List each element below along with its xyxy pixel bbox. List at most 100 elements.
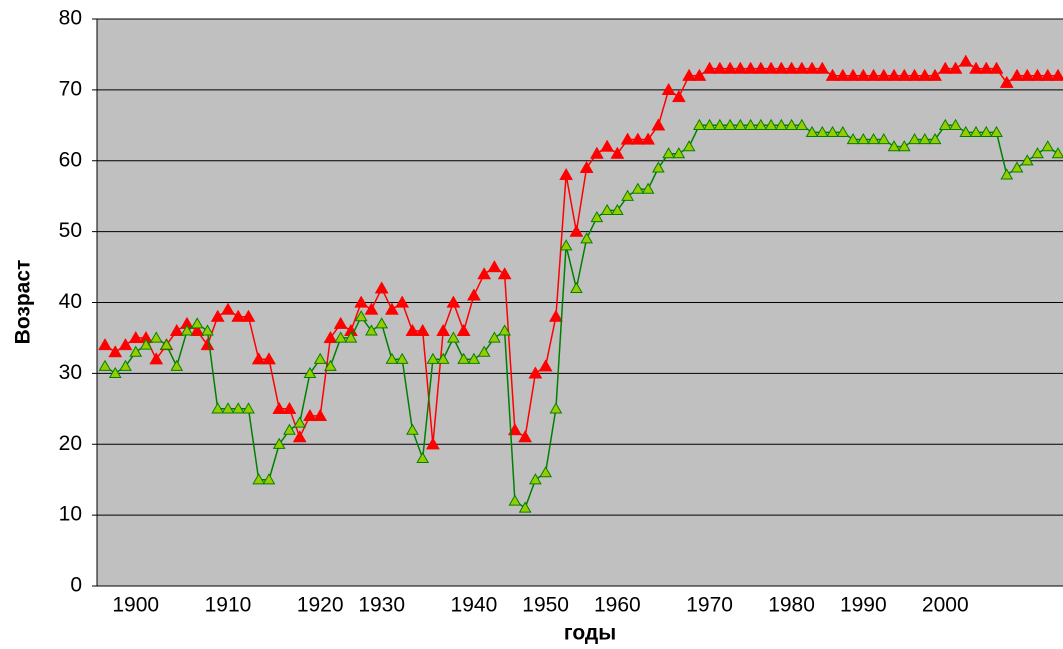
marker	[354, 295, 369, 308]
marker	[784, 61, 799, 74]
marker	[856, 132, 870, 145]
marker	[918, 132, 932, 145]
marker	[1000, 168, 1014, 180]
marker	[262, 352, 276, 365]
marker	[405, 323, 420, 336]
marker	[488, 331, 501, 343]
marker	[846, 68, 860, 81]
marker	[702, 61, 717, 74]
marker	[867, 132, 880, 145]
marker	[979, 125, 993, 138]
x-tick-label: 1980	[768, 594, 815, 617]
marker	[292, 430, 307, 443]
marker	[641, 132, 656, 145]
marker	[221, 302, 235, 315]
marker	[169, 323, 184, 336]
marker	[170, 359, 184, 371]
marker	[333, 316, 348, 329]
marker	[589, 146, 604, 159]
marker	[416, 451, 430, 464]
marker	[272, 437, 286, 449]
marker	[221, 402, 235, 414]
marker	[518, 430, 533, 443]
marker	[866, 68, 881, 81]
marker	[928, 68, 942, 81]
marker	[979, 61, 994, 74]
marker	[1010, 68, 1024, 81]
y-tick-label: 20	[59, 432, 82, 455]
marker	[672, 147, 686, 159]
marker	[661, 82, 676, 95]
marker	[324, 359, 337, 371]
marker	[1020, 154, 1034, 166]
marker	[580, 232, 593, 244]
y-tick-label: 70	[59, 77, 82, 100]
marker	[785, 118, 798, 130]
marker	[948, 61, 963, 74]
marker	[384, 302, 399, 315]
marker	[897, 140, 911, 152]
marker	[631, 182, 645, 194]
marker	[538, 359, 553, 372]
marker	[406, 423, 419, 435]
marker	[334, 331, 348, 343]
marker	[774, 118, 788, 130]
marker	[712, 61, 727, 74]
marker	[826, 125, 839, 138]
marker	[887, 68, 901, 81]
marker	[426, 352, 440, 364]
marker	[447, 331, 460, 343]
marker	[990, 125, 1003, 138]
marker	[252, 473, 266, 485]
marker	[498, 324, 512, 336]
marker	[949, 118, 962, 130]
y-tick-label: 60	[59, 148, 82, 171]
marker	[621, 189, 634, 201]
marker	[969, 61, 983, 74]
marker	[559, 239, 573, 251]
marker	[354, 310, 368, 322]
marker	[600, 139, 615, 152]
marker	[190, 323, 205, 336]
marker	[1031, 147, 1044, 159]
x-tick-label: 1910	[205, 594, 252, 617]
x-tick-label: 1920	[297, 594, 344, 617]
marker	[539, 466, 552, 478]
marker	[825, 68, 840, 81]
marker	[364, 302, 379, 315]
marker	[548, 309, 563, 322]
marker	[836, 125, 850, 138]
marker	[436, 323, 451, 336]
marker	[999, 75, 1014, 88]
marker	[303, 408, 317, 422]
marker	[385, 352, 399, 364]
marker	[1051, 68, 1063, 81]
marker	[139, 338, 153, 350]
marker	[293, 416, 307, 428]
marker	[210, 309, 225, 322]
marker	[149, 352, 164, 365]
marker	[805, 61, 819, 74]
marker	[723, 61, 738, 74]
x-tick-label: 1930	[358, 594, 405, 617]
x-tick-label: 1970	[686, 594, 733, 617]
marker	[283, 423, 296, 435]
marker	[415, 323, 430, 336]
marker	[395, 352, 409, 364]
marker	[692, 118, 706, 130]
marker	[764, 61, 779, 74]
marker	[938, 118, 952, 130]
marker	[815, 125, 829, 138]
marker	[611, 203, 624, 215]
marker	[908, 132, 921, 145]
marker	[507, 423, 522, 436]
marker	[989, 61, 1004, 74]
marker	[795, 118, 809, 130]
x-tick-label: 1940	[451, 594, 498, 617]
marker	[211, 402, 225, 414]
marker	[559, 167, 574, 181]
marker	[466, 288, 481, 301]
marker	[907, 68, 922, 81]
y-tick-label: 30	[59, 361, 82, 384]
